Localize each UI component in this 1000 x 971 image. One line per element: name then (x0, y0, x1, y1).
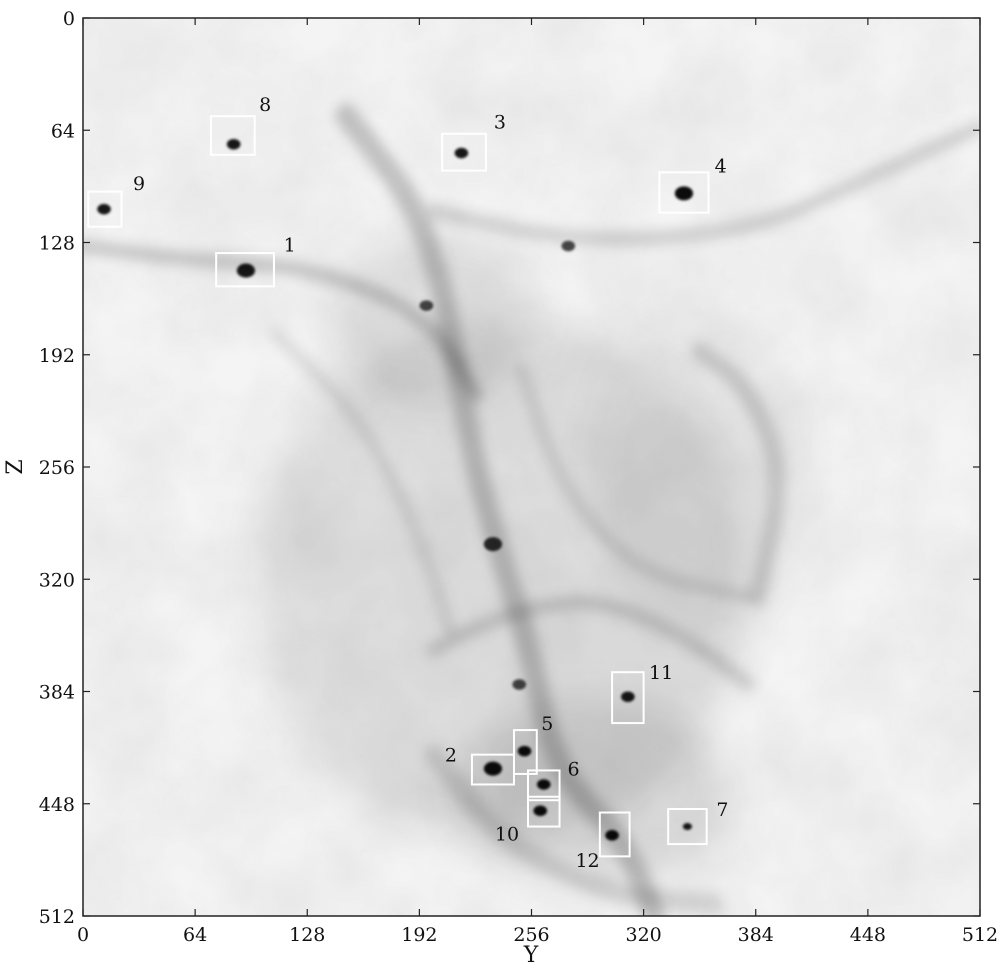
heatmap-dark-feature (517, 745, 532, 757)
x-tick-label: 512 (962, 924, 998, 946)
heatmap-dark-feature (533, 805, 548, 817)
y-tick-label: 384 (39, 682, 75, 704)
heatmap-dark-feature (512, 679, 527, 690)
heatmap-dark-feature (236, 263, 256, 278)
heatmap-filament (269, 327, 457, 638)
heatmap-dark-features (97, 139, 694, 841)
region-box-label-9: 9 (133, 173, 145, 195)
region-box-11 (611, 671, 645, 725)
region-box-label-6: 6 (568, 759, 580, 781)
region-box-5 (512, 729, 538, 775)
region-box-7 (667, 808, 708, 846)
heatmap-filament (426, 595, 756, 692)
region-box-8 (209, 115, 256, 156)
heatmap-dark-feature (419, 300, 434, 311)
region-box-12 (598, 811, 631, 858)
region-box-10 (526, 795, 561, 828)
heatmap-dark-feature (536, 779, 551, 790)
heatmap-dark-feature (621, 691, 635, 703)
y-tick-label: 192 (39, 345, 75, 367)
region-box-label-4: 4 (715, 155, 727, 177)
heatmap-filament (690, 342, 786, 606)
region-box-label-10: 10 (495, 824, 519, 846)
heatmap-dark-feature (561, 240, 576, 252)
y-tick-label: 512 (39, 906, 75, 928)
region-box-label-7: 7 (716, 799, 728, 821)
x-tick-label: 384 (738, 924, 774, 946)
x-tick-label: 0 (77, 924, 89, 946)
x-tick-label: 192 (401, 924, 437, 946)
region-box-label-8: 8 (259, 94, 271, 116)
region-box-6 (526, 769, 561, 802)
x-axis: 0 64 128 192 256 320 384 448 512 (77, 18, 998, 946)
region-box-label-3: 3 (494, 111, 506, 133)
region-box-1 (215, 252, 275, 288)
y-tick-label: 128 (39, 233, 75, 255)
heatmap-dark-feature (97, 203, 111, 215)
region-box-9 (87, 190, 123, 228)
heatmap-dark-feature (483, 761, 503, 776)
y-tick-label: 256 (39, 457, 75, 479)
y-tick-label: 0 (63, 8, 75, 30)
heatmap-dark-feature (483, 537, 503, 552)
heatmap-filament (514, 362, 755, 603)
heatmap-image (83, 18, 980, 916)
heatmap-filament (423, 744, 724, 914)
y-tick-label: 320 (39, 569, 75, 591)
heatmap-dark-feature (682, 823, 692, 831)
heatmap-dark-feature (674, 186, 694, 201)
region-box-label-2: 2 (445, 745, 457, 767)
y-axis-title: Z (3, 459, 28, 474)
x-tick-label: 64 (183, 924, 207, 946)
y-tick-label: 448 (39, 794, 75, 816)
heatmap-dark-feature (454, 147, 469, 159)
region-box-label-11: 11 (649, 662, 673, 684)
region-box-label-1: 1 (284, 234, 296, 256)
region-box-4 (658, 171, 710, 214)
heatmap-shading-blob (328, 228, 539, 404)
region-box-3 (441, 132, 487, 172)
x-tick-label: 128 (289, 924, 325, 946)
region-box-label-5: 5 (541, 713, 553, 735)
y-tick-label: 64 (51, 120, 75, 142)
x-tick-label: 320 (625, 924, 661, 946)
heatmap-dark-feature (226, 139, 241, 150)
region-box-label-12: 12 (575, 850, 599, 872)
x-axis-title: Y (523, 943, 539, 968)
heatmap-filament (426, 119, 980, 246)
heatmap-dark-feature (605, 830, 619, 841)
x-tick-label: 256 (513, 924, 549, 946)
x-tick-label: 448 (850, 924, 886, 946)
